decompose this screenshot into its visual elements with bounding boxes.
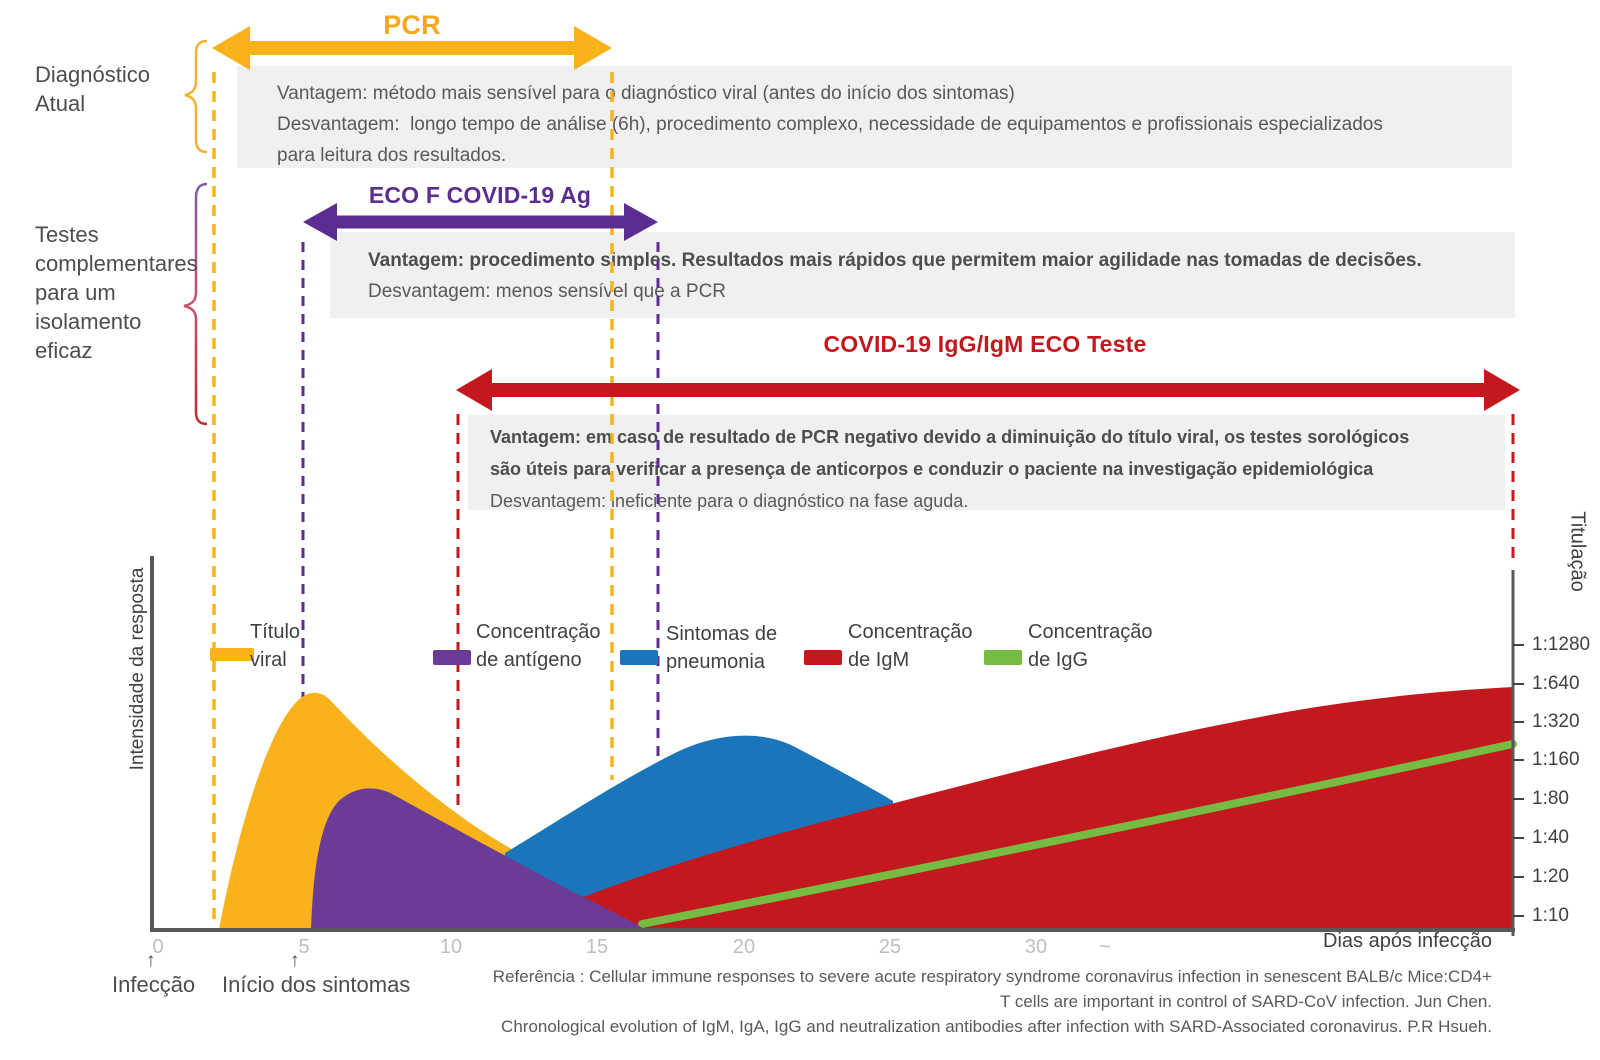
symptom-onset-label: Início dos sintomas bbox=[222, 972, 411, 997]
pcr-infobox: Vantagem: método mais sensível para o di… bbox=[237, 66, 1512, 168]
viral-titer-legend-line2: viral bbox=[250, 649, 287, 671]
viral-titer-legend-line1: Título bbox=[250, 621, 301, 643]
complementary-tests-line1: Testes bbox=[35, 222, 99, 247]
y-tick-1280: 1:1280 bbox=[1532, 634, 1591, 655]
symptom-onset-up-arrow-icon: ↑ bbox=[290, 950, 300, 971]
igg-swatch bbox=[984, 650, 1022, 665]
reference-line1: Referência : Cellular immune responses t… bbox=[492, 967, 1492, 986]
x-tick-30: 30 bbox=[1024, 936, 1048, 958]
igg-legend-line1: Concentração bbox=[1028, 621, 1153, 643]
antigen-title: ECO F COVID-19 Ag bbox=[368, 182, 592, 208]
reference-block: Referência : Cellular immune responses t… bbox=[492, 964, 1492, 1039]
y-tick-20: 1:20 bbox=[1532, 866, 1569, 887]
y-right-axis-label: Titulação bbox=[1566, 511, 1589, 592]
x-axis-label: Dias após infecção bbox=[1323, 930, 1492, 952]
x-tick-25: 25 bbox=[878, 936, 902, 958]
antigen-legend-line1: Concentração bbox=[476, 621, 601, 643]
complementary-tests-line2: complementares bbox=[35, 251, 198, 276]
pneumonia-legend-line2: pneumonia bbox=[666, 651, 765, 673]
x-tick-10: 10 bbox=[439, 936, 463, 958]
complementary-tests-line3: para um bbox=[35, 280, 116, 305]
serology-infobox-line2: são úteis para verificar a presença de a… bbox=[490, 459, 1374, 479]
x-tick-5: 5 bbox=[298, 936, 310, 958]
antigen-legend-line2: de antígeno bbox=[476, 649, 582, 671]
pneumonia-legend-line1: Sintomas de bbox=[666, 623, 778, 645]
antigen-legend: Concentração de antígeno bbox=[476, 618, 601, 674]
current-diagnosis-line2: Atual bbox=[35, 91, 86, 116]
pcr-infobox-line1: Vantagem: método mais sensível para o di… bbox=[277, 83, 1015, 104]
viral-titer-swatch bbox=[210, 648, 254, 661]
serology-infobox: Vantagem: em caso de resultado de PCR ne… bbox=[468, 415, 1505, 511]
pcr-infobox-line3: para leitura dos resultados. bbox=[277, 145, 507, 166]
x-tick-infinity: ~ bbox=[1099, 936, 1111, 958]
y-tick-40: 1:40 bbox=[1532, 827, 1569, 848]
infection-up-arrow-icon: ↑ bbox=[146, 950, 156, 971]
pcr-infobox-line2: Desvantagem: longo tempo de análise (6h)… bbox=[277, 114, 1383, 135]
y-tick-160: 1:160 bbox=[1532, 749, 1580, 770]
y-tick-10: 1:10 bbox=[1532, 905, 1569, 926]
current-diagnosis-line1: Diagnóstico bbox=[35, 62, 150, 87]
y-tick-80: 1:80 bbox=[1532, 788, 1569, 809]
current-diagnosis-label: Diagnóstico Atual bbox=[35, 60, 150, 118]
y-tick-320: 1:320 bbox=[1532, 711, 1580, 732]
igg-legend-line2: de IgG bbox=[1028, 649, 1089, 671]
x-tick-20: 20 bbox=[732, 936, 756, 958]
pcr-title: PCR bbox=[383, 10, 441, 40]
igm-legend-line1: Concentração bbox=[848, 621, 973, 643]
reference-line3: Chronological evolution of IgM, IgA, IgG… bbox=[501, 1017, 1492, 1036]
pneumonia-swatch bbox=[620, 650, 658, 665]
y-left-axis-label: Intensidade da resposta bbox=[127, 567, 148, 771]
complementary-tests-line4: isolamento bbox=[35, 309, 142, 334]
infection-label: Infecção bbox=[112, 972, 196, 997]
antigen-swatch bbox=[433, 650, 471, 665]
antigen-infobox: Vantagem: procedimento simples. Resultad… bbox=[330, 232, 1515, 318]
complementary-tests-line5: eficaz bbox=[35, 338, 93, 363]
viral-titer-legend: Título viral bbox=[250, 618, 300, 674]
igg-legend: Concentração de IgG bbox=[1028, 618, 1153, 674]
reference-line2: T cells are important in control of SARD… bbox=[1000, 992, 1492, 1011]
igm-swatch bbox=[804, 650, 842, 665]
x-tick-0: 0 bbox=[152, 936, 164, 958]
serology-infobox-line3: Desvantagem: ineficiente para o diagnóst… bbox=[490, 491, 969, 511]
y-tick-640: 1:640 bbox=[1532, 673, 1580, 694]
serology-infobox-line1: Vantagem: em caso de resultado de PCR ne… bbox=[490, 427, 1410, 447]
complementary-tests-label: Testes complementares para um isolamento… bbox=[35, 220, 198, 365]
pneumonia-legend: Sintomas de pneumonia bbox=[666, 620, 777, 676]
x-tick-15: 15 bbox=[585, 936, 609, 958]
igm-legend-line2: de IgM bbox=[848, 649, 910, 671]
antigen-infobox-line1: Vantagem: procedimento simples. Resultad… bbox=[368, 250, 1422, 271]
igm-legend: Concentração de IgM bbox=[848, 618, 973, 674]
serology-title: COVID-19 IgG/IgM ECO Teste bbox=[823, 331, 1147, 357]
